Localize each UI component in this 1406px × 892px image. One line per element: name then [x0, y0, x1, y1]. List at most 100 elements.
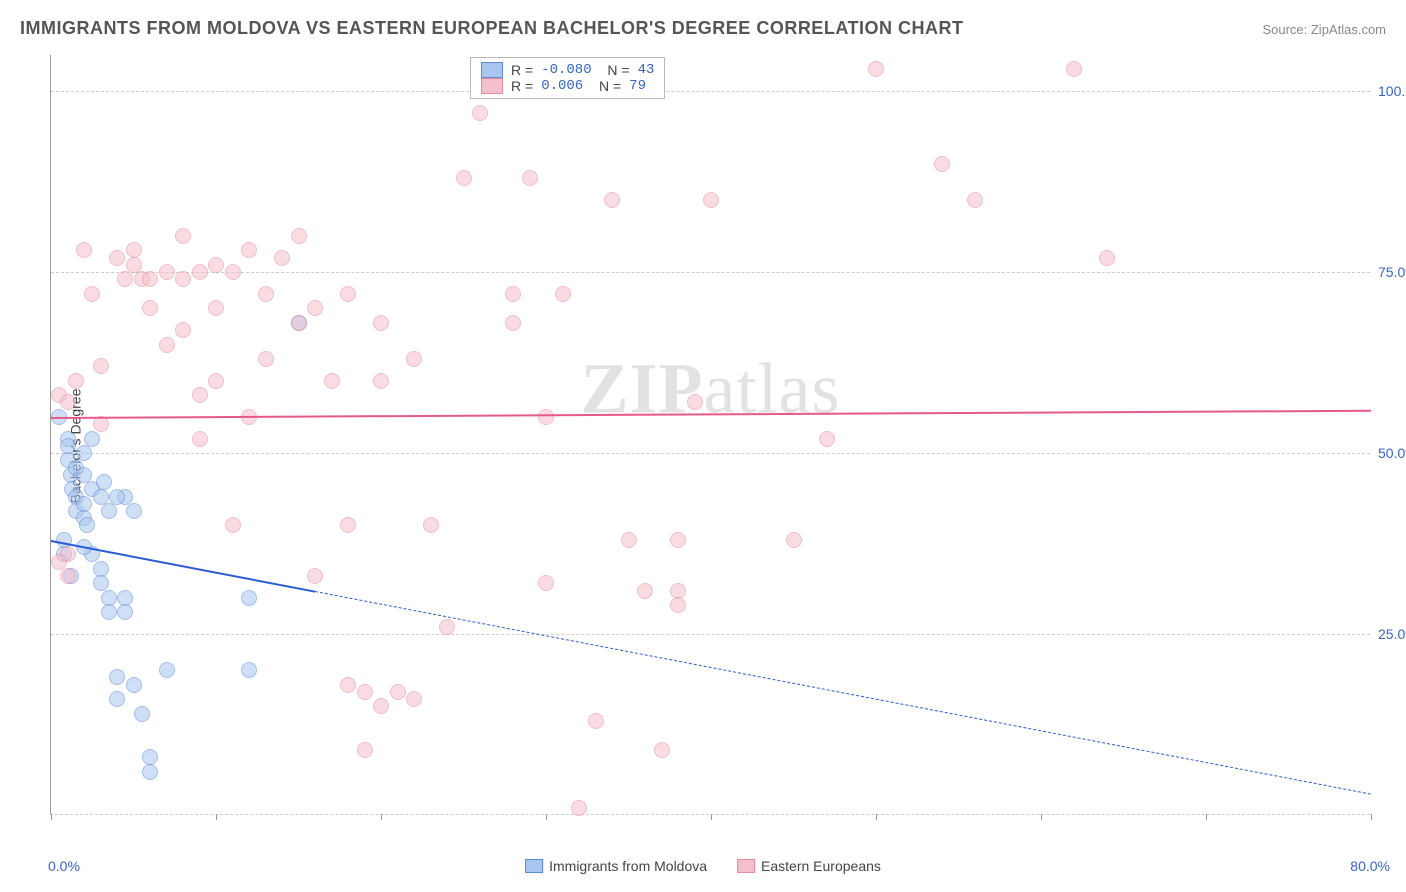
scatter-point — [159, 662, 175, 678]
scatter-point — [258, 286, 274, 302]
scatter-point — [340, 677, 356, 693]
correlation-legend: R = -0.080 N = 43R = 0.006 N = 79 — [470, 57, 665, 99]
scatter-point — [175, 271, 191, 287]
scatter-point — [241, 242, 257, 258]
legend-n-value: 43 — [638, 62, 655, 78]
scatter-point — [505, 315, 521, 331]
scatter-point — [291, 228, 307, 244]
scatter-point — [208, 257, 224, 273]
x-tick-mark — [1206, 814, 1207, 820]
scatter-point — [274, 250, 290, 266]
scatter-point — [225, 517, 241, 533]
legend-n-label: N = — [591, 78, 621, 94]
scatter-point — [291, 315, 307, 331]
scatter-point — [117, 604, 133, 620]
scatter-point — [109, 250, 125, 266]
scatter-point — [76, 467, 92, 483]
scatter-point — [670, 597, 686, 613]
scatter-point — [241, 662, 257, 678]
scatter-point — [208, 373, 224, 389]
scatter-point — [126, 503, 142, 519]
legend-r-value: -0.080 — [541, 62, 591, 78]
scatter-point — [373, 698, 389, 714]
y-tick-label: 75.0% — [1378, 264, 1406, 280]
scatter-point — [324, 373, 340, 389]
scatter-point — [637, 583, 653, 599]
scatter-point — [142, 300, 158, 316]
trend-line — [51, 540, 315, 593]
scatter-point — [192, 431, 208, 447]
scatter-point — [786, 532, 802, 548]
legend-swatch — [737, 859, 755, 873]
scatter-point — [60, 568, 76, 584]
scatter-point — [505, 286, 521, 302]
scatter-point — [456, 170, 472, 186]
scatter-point — [101, 503, 117, 519]
series-legend: Immigrants from Moldova Eastern Europeans — [525, 858, 881, 874]
scatter-point — [93, 575, 109, 591]
y-tick-label: 100.0% — [1378, 83, 1406, 99]
scatter-point — [423, 517, 439, 533]
chart-title: IMMIGRANTS FROM MOLDOVA VS EASTERN EUROP… — [20, 18, 963, 39]
scatter-point — [357, 742, 373, 758]
y-tick-label: 50.0% — [1378, 445, 1406, 461]
scatter-point — [472, 105, 488, 121]
x-tick-mark — [1041, 814, 1042, 820]
legend-r-value: 0.006 — [541, 78, 583, 94]
scatter-point — [703, 192, 719, 208]
scatter-point — [134, 706, 150, 722]
scatter-point — [654, 742, 670, 758]
x-tick-mark — [876, 814, 877, 820]
scatter-point — [159, 264, 175, 280]
scatter-point — [373, 315, 389, 331]
scatter-point — [79, 517, 95, 533]
scatter-point — [208, 300, 224, 316]
scatter-point — [307, 300, 323, 316]
gridline-h — [51, 634, 1370, 635]
scatter-point — [84, 286, 100, 302]
scatter-point — [109, 691, 125, 707]
scatter-point — [967, 192, 983, 208]
scatter-point — [390, 684, 406, 700]
scatter-point — [588, 713, 604, 729]
scatter-point — [439, 619, 455, 635]
scatter-point — [934, 156, 950, 172]
scatter-point — [60, 394, 76, 410]
scatter-point — [538, 575, 554, 591]
x-axis-min-label: 0.0% — [48, 858, 80, 874]
x-tick-mark — [711, 814, 712, 820]
y-tick-label: 25.0% — [1378, 626, 1406, 642]
scatter-point — [307, 568, 323, 584]
legend-n-label: N = — [600, 62, 630, 78]
chart-plot-area: ZIPatlas 25.0%50.0%75.0%100.0% — [50, 55, 1370, 815]
scatter-point — [670, 532, 686, 548]
scatter-point — [340, 517, 356, 533]
scatter-point — [604, 192, 620, 208]
scatter-point — [159, 337, 175, 353]
scatter-point — [406, 691, 422, 707]
scatter-point — [93, 358, 109, 374]
scatter-point — [192, 264, 208, 280]
legend-r-label: R = — [511, 62, 533, 78]
gridline-h — [51, 91, 1370, 92]
source-label: Source: ZipAtlas.com — [1262, 22, 1386, 37]
legend-label: Immigrants from Moldova — [549, 858, 707, 874]
scatter-point — [258, 351, 274, 367]
x-tick-mark — [546, 814, 547, 820]
legend-label: Eastern Europeans — [761, 858, 881, 874]
scatter-point — [522, 170, 538, 186]
scatter-point — [868, 61, 884, 77]
scatter-point — [76, 445, 92, 461]
trend-line — [315, 591, 1371, 795]
x-tick-mark — [51, 814, 52, 820]
scatter-point — [621, 532, 637, 548]
scatter-point — [1066, 61, 1082, 77]
scatter-point — [96, 474, 112, 490]
x-tick-mark — [381, 814, 382, 820]
scatter-point — [68, 373, 84, 389]
legend-swatch — [525, 859, 543, 873]
scatter-point — [60, 438, 76, 454]
scatter-point — [571, 800, 587, 816]
legend-row: R = 0.006 N = 79 — [481, 78, 654, 94]
scatter-point — [555, 286, 571, 302]
